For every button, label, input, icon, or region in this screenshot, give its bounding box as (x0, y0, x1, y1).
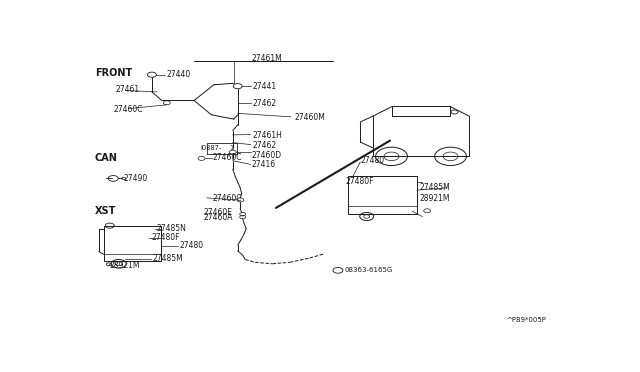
Text: FRONT: FRONT (95, 68, 132, 78)
Text: 27461: 27461 (116, 85, 140, 94)
Text: 27460C: 27460C (114, 105, 143, 114)
Text: 27440: 27440 (166, 70, 191, 79)
Text: 27462: 27462 (253, 141, 276, 150)
Text: I0887-: I0887- (200, 145, 221, 151)
Text: 27485N: 27485N (157, 224, 187, 233)
Text: 27460A: 27460A (204, 214, 234, 222)
Text: 27480: 27480 (360, 156, 385, 165)
Text: 28921M: 28921M (420, 194, 451, 203)
Text: 27460C: 27460C (213, 153, 243, 162)
Bar (348, 176, 417, 214)
Text: CAN: CAN (95, 153, 118, 163)
Text: 27480F: 27480F (346, 177, 374, 186)
Text: 27462: 27462 (253, 99, 276, 108)
Text: 27490: 27490 (123, 174, 147, 183)
Text: 1: 1 (229, 145, 233, 151)
Text: 27416: 27416 (251, 160, 275, 169)
Text: 27460M: 27460M (294, 113, 325, 122)
Text: 27460C: 27460C (213, 194, 243, 203)
Text: 27461M: 27461M (251, 54, 282, 64)
Text: 28921M: 28921M (110, 261, 140, 270)
Bar (207, 142, 237, 154)
Text: ^P89*005P: ^P89*005P (507, 317, 547, 323)
Text: 27480F: 27480F (152, 232, 180, 242)
Text: 27480: 27480 (179, 241, 204, 250)
Text: 27460E: 27460E (204, 208, 233, 217)
Text: 27460D: 27460D (251, 151, 281, 160)
Text: XST: XST (95, 206, 116, 217)
Text: 27485M: 27485M (153, 254, 184, 263)
Text: 27485M: 27485M (420, 183, 451, 192)
Text: 27461H: 27461H (253, 131, 282, 140)
Bar (104, 226, 161, 262)
Text: 27441: 27441 (253, 82, 276, 91)
Text: 08363-6165G: 08363-6165G (345, 267, 393, 273)
